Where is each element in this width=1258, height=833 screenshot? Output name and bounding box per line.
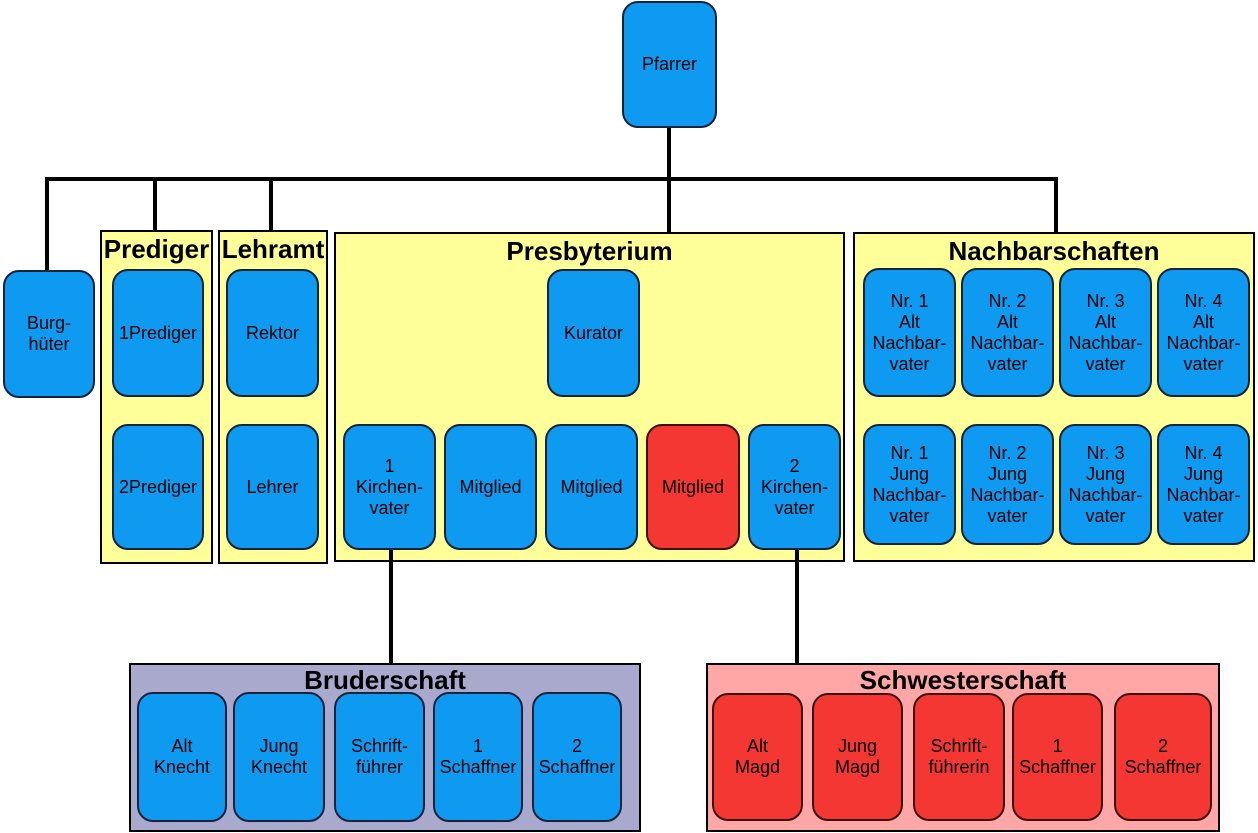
connector-drop-prediger: [153, 177, 157, 232]
group-prediger-title: Prediger: [103, 234, 210, 264]
connector-kirchenvater1-bruderschaft: [389, 548, 393, 664]
node-nachbarvater-jung-3: Nr. 3 Jung Nachbar- vater: [1059, 424, 1152, 545]
node-nachbarvater-alt-3: Nr. 3 Alt Nachbar- vater: [1059, 268, 1152, 397]
node-jung-magd: Jung Magd: [812, 693, 903, 821]
node-alt-knecht: Alt Knecht: [137, 692, 227, 822]
node-mitglied-1: Mitglied: [444, 424, 537, 550]
node-burghueter: Burg- hüter: [3, 270, 95, 398]
node-mitglied-2: Mitglied: [545, 424, 638, 550]
node-bruder-schaffner-2: 2 Schaffner: [532, 692, 622, 822]
node-1prediger: 1Prediger: [112, 269, 204, 397]
node-bruder-schaffner-1: 1 Schaffner: [433, 692, 523, 822]
node-rektor: Rektor: [226, 269, 319, 397]
group-lehramt-title: Lehramt: [221, 234, 325, 264]
connector-drop-nachbarschaften: [1054, 177, 1058, 234]
node-pfarrer: Pfarrer: [622, 1, 717, 128]
node-kurator: Kurator: [547, 269, 640, 397]
node-schwester-schaffner-1: 1 Schaffner: [1012, 693, 1103, 821]
group-nachbarschaften-title: Nachbarschaften: [948, 236, 1160, 266]
node-kirchenvater-2: 2 Kirchen- vater: [748, 424, 841, 550]
node-jung-knecht: Jung Knecht: [233, 692, 325, 822]
node-kirchenvater-1: 1 Kirchen- vater: [343, 424, 436, 550]
node-2prediger: 2Prediger: [112, 424, 204, 550]
connector-horizontal-main: [45, 177, 1058, 181]
node-nachbarvater-jung-2: Nr. 2 Jung Nachbar- vater: [961, 424, 1054, 545]
node-mitglied-3: Mitglied: [646, 424, 740, 550]
connector-drop-lehramt: [269, 177, 273, 232]
group-bruderschaft-title: Bruderschaft: [304, 665, 466, 695]
node-alt-magd: Alt Magd: [712, 693, 803, 821]
node-nachbarvater-jung-4: Nr. 4 Jung Nachbar- vater: [1157, 424, 1250, 545]
node-lehrer: Lehrer: [226, 424, 319, 550]
node-nachbarvater-alt-1: Nr. 1 Alt Nachbar- vater: [863, 268, 956, 397]
node-schriftfuehrer: Schrift- führer: [334, 692, 425, 822]
connector-kirchenvater2-schwesterschaft: [795, 548, 799, 664]
node-nachbarvater-alt-4: Nr. 4 Alt Nachbar- vater: [1157, 268, 1250, 397]
group-schwesterschaft-title: Schwesterschaft: [859, 665, 1067, 695]
node-nachbarvater-alt-2: Nr. 2 Alt Nachbar- vater: [961, 268, 1054, 397]
node-schwester-schaffner-2: 2 Schaffner: [1114, 693, 1212, 821]
group-presbyterium-title: Presbyterium: [506, 236, 673, 266]
node-schriftfuehrerin: Schrift- führerin: [913, 693, 1005, 821]
connector-drop-burghueter: [45, 177, 49, 272]
node-nachbarvater-jung-1: Nr. 1 Jung Nachbar- vater: [863, 424, 956, 545]
